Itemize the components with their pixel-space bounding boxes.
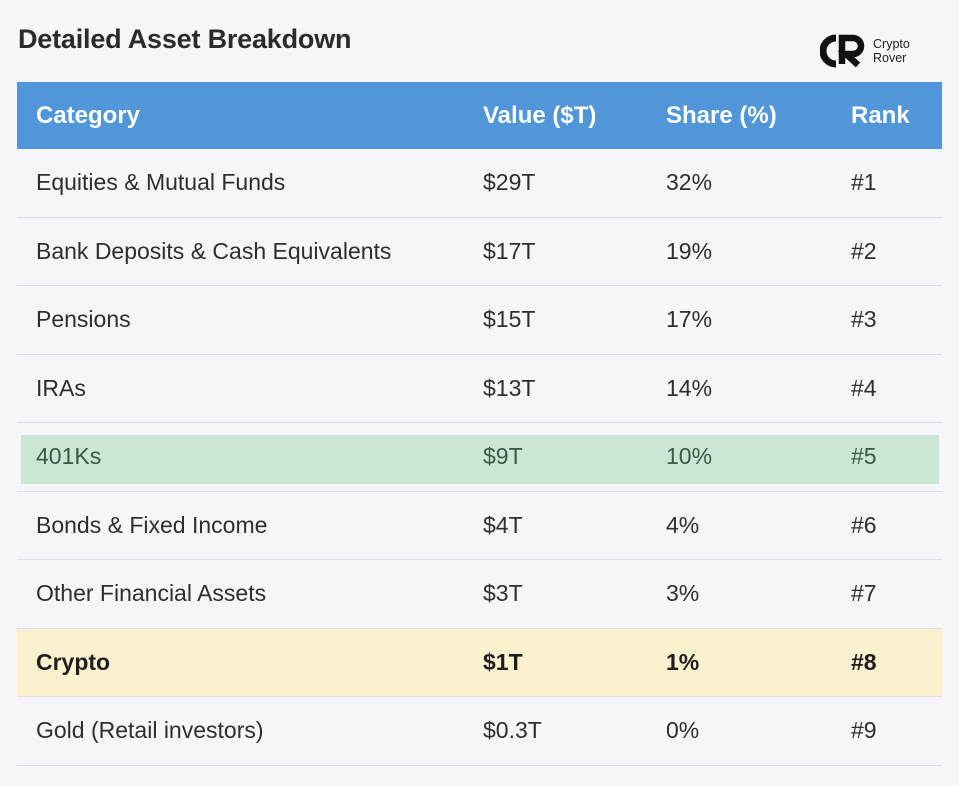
rank-cell: #8	[851, 648, 877, 675]
share-cell: 3%	[666, 580, 700, 607]
column-header-share: Share (%)	[666, 101, 777, 129]
brand: Crypto Rover	[820, 34, 910, 68]
page-title: Detailed Asset Breakdown	[18, 24, 352, 54]
category-cell: Equities & Mutual Funds	[36, 169, 286, 196]
rank-cell: #3	[851, 306, 877, 333]
value-cell: $17T	[483, 237, 536, 264]
rank-cell: #2	[851, 237, 877, 264]
table-header: Category Value ($T) Share (%) Rank	[17, 82, 942, 149]
share-cell: 4%	[666, 511, 700, 538]
share-cell: 14%	[666, 374, 713, 401]
rank-cell: #7	[851, 580, 877, 607]
brand-line-1: Crypto	[873, 37, 910, 51]
row-highlight-green	[21, 435, 939, 484]
table-row: Other Financial Assets $3T 3% #7	[17, 560, 942, 629]
value-cell: $15T	[483, 306, 536, 333]
rank-cell: #5	[851, 443, 877, 470]
share-cell: 17%	[666, 306, 713, 333]
share-cell: 1%	[666, 648, 700, 675]
column-header-rank: Rank	[851, 101, 910, 129]
category-cell: Pensions	[36, 306, 131, 333]
share-cell: 10%	[666, 443, 713, 470]
value-cell: $1T	[483, 648, 523, 675]
value-cell: $3T	[483, 580, 523, 607]
column-header-category: Category	[36, 101, 141, 129]
value-cell: $9T	[483, 443, 523, 470]
category-cell: Gold (Retail investors)	[36, 717, 264, 744]
category-cell: IRAs	[36, 374, 86, 401]
rank-cell: #4	[851, 374, 877, 401]
rank-cell: #6	[851, 511, 877, 538]
brand-line-2: Rover	[873, 51, 907, 65]
category-cell: 401Ks	[36, 443, 102, 470]
rank-cell: #9	[851, 717, 877, 744]
share-cell: 19%	[666, 237, 713, 264]
brand-name: Crypto Rover	[873, 37, 910, 65]
value-cell: $13T	[483, 374, 536, 401]
category-cell: Other Financial Assets	[36, 580, 267, 607]
category-cell: Crypto	[36, 648, 111, 675]
column-header-value: Value ($T)	[483, 101, 597, 129]
crypto-rover-logo-icon	[820, 34, 865, 68]
table-row: Bonds & Fixed Income $4T 4% #6	[17, 492, 942, 560]
table-row-highlighted-yellow: Crypto $1T 1% #8	[17, 628, 942, 697]
table-row-highlighted-green: 401Ks $9T 10% #5	[17, 423, 942, 492]
value-cell: $0.3T	[483, 717, 542, 744]
page-header: Detailed Asset Breakdown Crypto Rover	[0, 0, 959, 82]
category-cell: Bank Deposits & Cash Equivalents	[36, 237, 392, 264]
value-cell: $4T	[483, 511, 523, 538]
table-row: IRAs $13T 14% #4	[17, 355, 942, 423]
table-row: Bank Deposits & Cash Equivalents $17T 19…	[17, 218, 942, 286]
category-cell: Bonds & Fixed Income	[36, 511, 268, 538]
share-cell: 0%	[666, 717, 700, 744]
table-row: Gold (Retail investors) $0.3T 0% #9	[17, 697, 942, 766]
asset-table: Category Value ($T) Share (%) Rank Equit…	[17, 82, 942, 766]
share-cell: 32%	[666, 169, 713, 196]
value-cell: $29T	[483, 169, 536, 196]
table-row: Pensions $15T 17% #3	[17, 286, 942, 355]
rank-cell: #1	[851, 169, 877, 196]
table-row: Equities & Mutual Funds $29T 32% #1	[17, 149, 942, 218]
